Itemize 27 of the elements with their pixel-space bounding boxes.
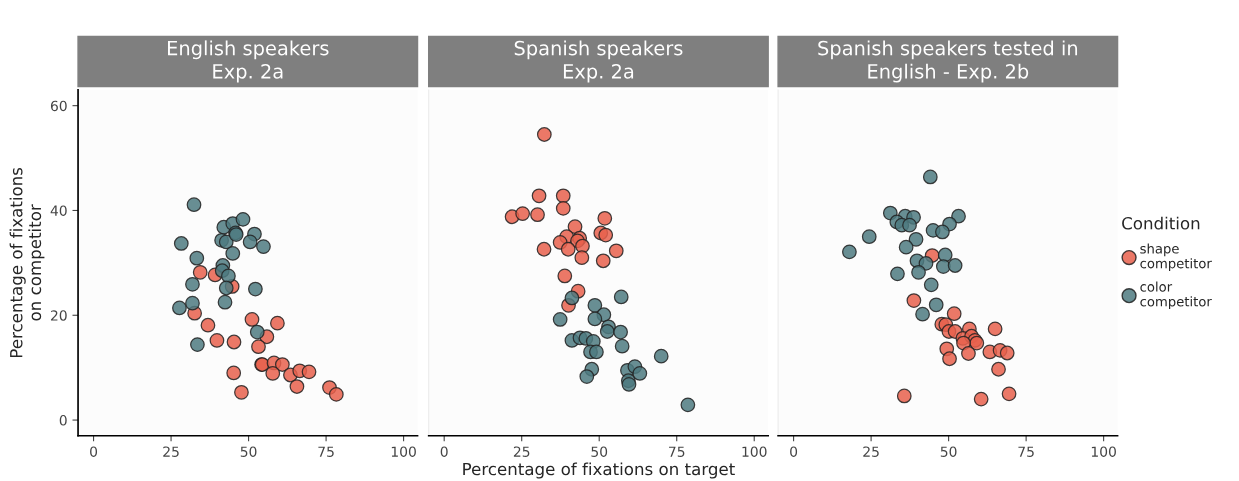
x-tick-label: 0	[790, 446, 798, 457]
legend-title: Condition	[1122, 216, 1200, 230]
x-tick-label: 100	[391, 446, 416, 457]
x-tick-label: 75	[1018, 446, 1034, 457]
y-tick-label: 60	[50, 100, 67, 112]
x-tick-label: 100	[742, 446, 767, 457]
x-tick-label: 0	[90, 446, 98, 457]
x-tick-label: 75	[318, 446, 334, 457]
chart-title: English speakers Exp. 2a	[168, 40, 329, 83]
legend-label: shape competitor	[1140, 243, 1212, 271]
x-tick-label: 25	[163, 446, 179, 457]
x-axis-title: Percentage of fixations on target	[463, 462, 735, 479]
x-tick-label: 50	[940, 446, 957, 457]
y-tick-label: 20	[50, 310, 67, 321]
chart-title: Spanish speakers tested in English - Exp. 2b	[818, 40, 1078, 83]
legend-label: color competitor	[1140, 281, 1212, 310]
chart-title: Spanish speakers Exp. 2a	[514, 40, 683, 83]
x-tick-label: 75	[669, 446, 685, 457]
x-tick-label: 50	[591, 446, 608, 457]
x-tick-label: 25	[513, 446, 530, 457]
x-tick-label: 100	[1091, 446, 1116, 457]
y-axis-title: Percentage of fixations on competitor	[9, 167, 45, 358]
x-tick-label: 0	[440, 446, 448, 457]
x-tick-label: 50	[240, 446, 257, 457]
x-tick-label: 25	[863, 446, 879, 457]
y-tick-label: 0	[59, 415, 67, 426]
y-tick-label: 40	[50, 205, 67, 216]
